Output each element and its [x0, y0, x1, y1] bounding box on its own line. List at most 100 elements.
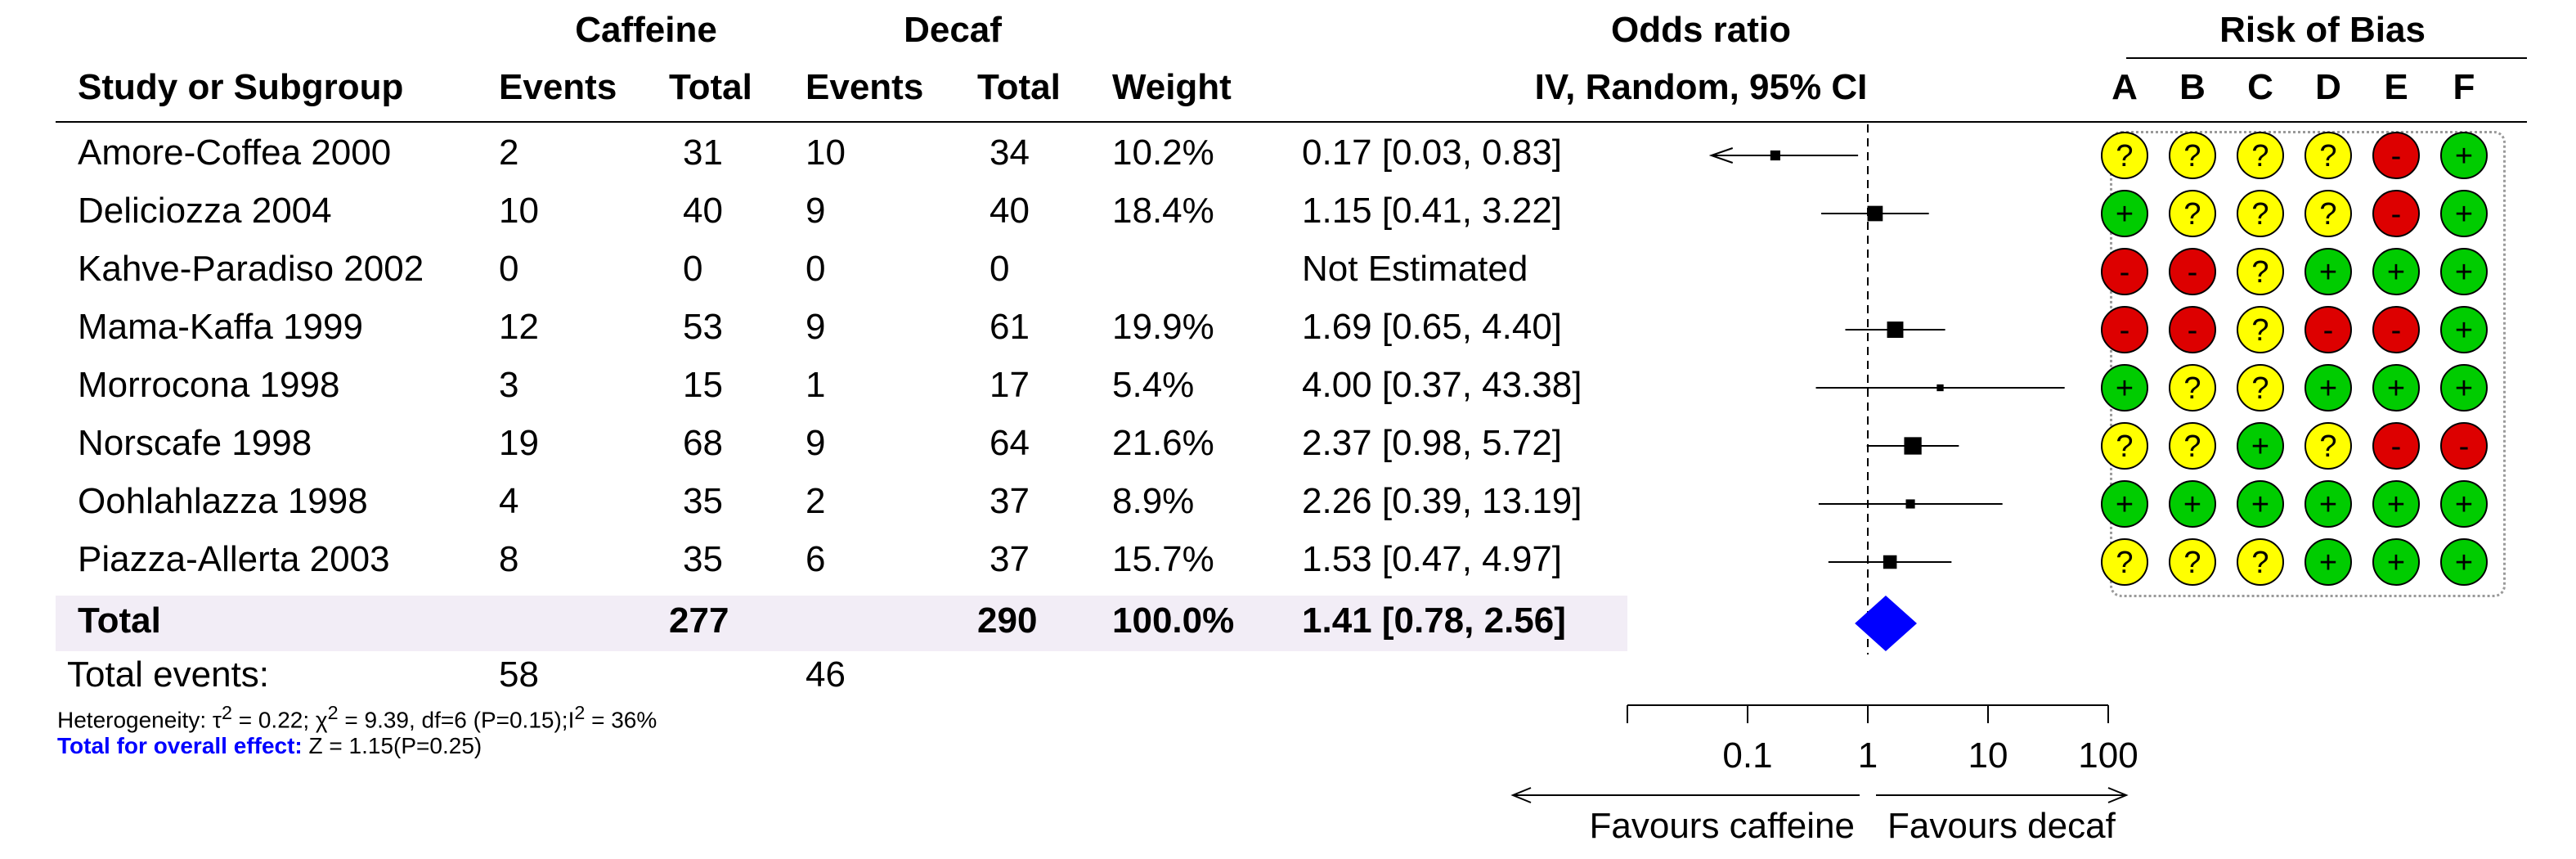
- rob-symbol: ?: [2183, 197, 2201, 232]
- rob-circle: [2237, 538, 2284, 586]
- rob-symbol: ?: [2251, 546, 2269, 580]
- rob-symbol: ?: [2319, 430, 2336, 464]
- header-study: Study or Subgroup: [78, 67, 404, 107]
- row-ci-text: 2.37 [0.98, 5.72]: [1302, 423, 1563, 463]
- rob-circle: [2440, 422, 2488, 470]
- rob-symbol: -: [2391, 197, 2402, 232]
- rob-circle: [2304, 364, 2352, 412]
- row-events-caffeine: 3: [499, 365, 519, 405]
- rob-symbol: -: [2120, 255, 2130, 290]
- rob-circle: [2101, 248, 2148, 295]
- row-study-name: Kahve-Paradiso 2002: [78, 249, 424, 289]
- rob-circle: [2372, 422, 2420, 470]
- row-study-name: Amore-Coffea 2000: [78, 133, 392, 173]
- rob-circle: [2372, 190, 2420, 237]
- rob-circle: [2304, 422, 2352, 470]
- rob-symbol: ?: [2116, 430, 2133, 464]
- row-events-caffeine: 4: [499, 481, 519, 521]
- rob-symbol: +: [2455, 546, 2473, 580]
- row-total-decaf: 40: [990, 191, 1030, 231]
- rob-symbol: ?: [2319, 197, 2336, 232]
- row-events-caffeine: 8: [499, 539, 519, 579]
- header-risk-of-bias: Risk of Bias: [2219, 10, 2426, 50]
- favours-left-arrowhead: [1510, 787, 1532, 803]
- rob-symbol: -: [2188, 313, 2198, 348]
- row-study-name: Morrocona 1998: [78, 365, 340, 405]
- total-events-caffeine: 58: [499, 654, 539, 695]
- row-events-decaf: 9: [806, 423, 826, 463]
- rob-circle: [2101, 364, 2148, 412]
- rob-symbol: ?: [2183, 430, 2201, 464]
- row-total-decaf: 64: [990, 423, 1030, 463]
- row-ci-text: 1.69 [0.65, 4.40]: [1302, 307, 1563, 347]
- rob-circle: [2304, 538, 2352, 586]
- rob-symbol: +: [2455, 371, 2473, 406]
- rob-circle: [2440, 538, 2488, 586]
- row-study-name: Piazza-Allerta 2003: [78, 539, 390, 579]
- rob-symbol: ?: [2251, 255, 2269, 290]
- rob-circle: [2169, 132, 2216, 179]
- pooled-diamond: [1855, 596, 1918, 651]
- rob-circle: [2440, 480, 2488, 528]
- row-events-decaf: 9: [806, 307, 826, 347]
- header-events-2: Events: [806, 67, 924, 107]
- rob-symbol: +: [2116, 371, 2134, 406]
- rob-symbol: ?: [2251, 197, 2269, 232]
- row-events-decaf: 1: [806, 365, 826, 405]
- rob-symbol: ?: [2116, 546, 2133, 580]
- row-events-caffeine: 12: [499, 307, 539, 347]
- header-method: IV, Random, 95% CI: [1534, 67, 1868, 107]
- row-ci-text: 4.00 [0.37, 43.38]: [1302, 365, 1582, 405]
- header-caffeine: Caffeine: [575, 10, 717, 50]
- header-weight: Weight: [1112, 67, 1232, 107]
- rob-circle: [2101, 422, 2148, 470]
- row-total-caffeine: 35: [683, 481, 723, 521]
- row-total-decaf: 34: [990, 133, 1030, 173]
- rob-circle: [2169, 306, 2216, 353]
- row-total-caffeine: 53: [683, 307, 723, 347]
- x-tick-label: 1: [1858, 735, 1878, 776]
- row-total-decaf: 61: [990, 307, 1030, 347]
- rob-symbol: -: [2391, 430, 2402, 464]
- rob-symbol: +: [2455, 255, 2473, 290]
- rob-symbol: ?: [2183, 546, 2201, 580]
- header-odds-ratio: Odds ratio: [1610, 10, 1792, 50]
- rob-circle: [2101, 538, 2148, 586]
- rob-circle: [2237, 248, 2284, 295]
- rob-symbol: +: [2116, 197, 2134, 232]
- row-total-caffeine: 0: [683, 249, 703, 289]
- row-study-name: Mama-Kaffa 1999: [78, 307, 363, 347]
- rob-circle: [2440, 190, 2488, 237]
- row-events-decaf: 10: [806, 133, 846, 173]
- overall-effect-text: Total for overall effect: Z = 1.15(P=0.2…: [57, 733, 482, 758]
- rob-circle: [2169, 364, 2216, 412]
- rob-symbol: -: [2188, 255, 2198, 290]
- row-study-name: Oohlahlazza 1998: [78, 481, 368, 521]
- row-study-name: Deliciozza 2004: [78, 191, 332, 231]
- rob-symbol: +: [2319, 255, 2337, 290]
- study-square: [1883, 555, 1897, 569]
- rob-circle: [2440, 132, 2488, 179]
- rob-circle: [2169, 248, 2216, 295]
- total-n-decaf: 290: [977, 600, 1038, 641]
- rob-symbol: +: [2455, 139, 2473, 173]
- rob-symbol: +: [2319, 488, 2337, 522]
- rob-domain-d: D: [2315, 67, 2341, 107]
- row-ci-text: 0.17 [0.03, 0.83]: [1302, 133, 1563, 173]
- rob-circle: [2304, 480, 2352, 528]
- row-events-decaf: 6: [806, 539, 826, 579]
- row-events-caffeine: 0: [499, 249, 519, 289]
- rob-circle: [2304, 248, 2352, 295]
- rob-circle: [2372, 132, 2420, 179]
- row-total-caffeine: 40: [683, 191, 723, 231]
- study-square: [1904, 437, 1922, 455]
- rob-symbol: -: [2391, 313, 2402, 348]
- rob-symbol: +: [2455, 197, 2473, 232]
- row-total-caffeine: 68: [683, 423, 723, 463]
- rob-symbol: +: [2319, 546, 2337, 580]
- rob-circle: [2440, 306, 2488, 353]
- header-decaf: Decaf: [904, 10, 1002, 50]
- rob-domain-c: C: [2247, 67, 2273, 107]
- study-square: [1770, 150, 1780, 161]
- rob-symbol: ?: [2251, 371, 2269, 406]
